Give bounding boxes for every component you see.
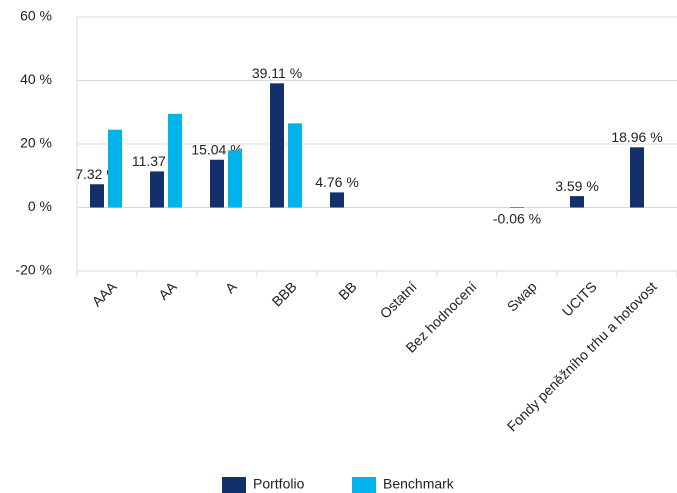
bar [270, 83, 284, 208]
bar [570, 196, 584, 208]
legend-label: Benchmark [383, 476, 455, 492]
legend-label: Portfolio [253, 476, 305, 492]
y-tick-label: 0 % [28, 198, 52, 214]
x-tick-label: BB [335, 278, 360, 303]
bar [228, 150, 242, 208]
bar [330, 192, 344, 208]
data-label: 3.59 % [555, 178, 599, 194]
y-tick-label: 60 % [20, 8, 52, 24]
legend-swatch [222, 477, 246, 493]
x-tick-label: AA [155, 278, 180, 303]
y-tick-label: 20 % [20, 135, 52, 151]
legend-swatch [352, 477, 376, 493]
data-label: -0.06 % [493, 210, 541, 226]
bar [630, 147, 644, 208]
x-tick-label: BBB [269, 278, 300, 309]
x-tick-label: AAA [89, 278, 121, 310]
bar [90, 184, 104, 208]
data-label: 4.76 % [315, 174, 359, 190]
x-tick-label: Ostatní [377, 278, 420, 321]
y-tick-label: 40 % [20, 71, 52, 87]
bar [108, 129, 122, 208]
bar [150, 171, 164, 208]
x-tick-label: UCITS [559, 278, 600, 319]
data-label: 18.96 % [611, 129, 662, 145]
x-tick-label: A [222, 278, 240, 296]
data-label: 7.32 % [75, 166, 119, 182]
bar [288, 123, 302, 208]
bar [168, 113, 182, 208]
bar [510, 207, 524, 208]
y-tick-label: -20 % [15, 262, 52, 278]
x-tick-label: Swap [504, 278, 540, 314]
bar [210, 159, 224, 208]
data-label: 39.11 % [252, 65, 302, 81]
